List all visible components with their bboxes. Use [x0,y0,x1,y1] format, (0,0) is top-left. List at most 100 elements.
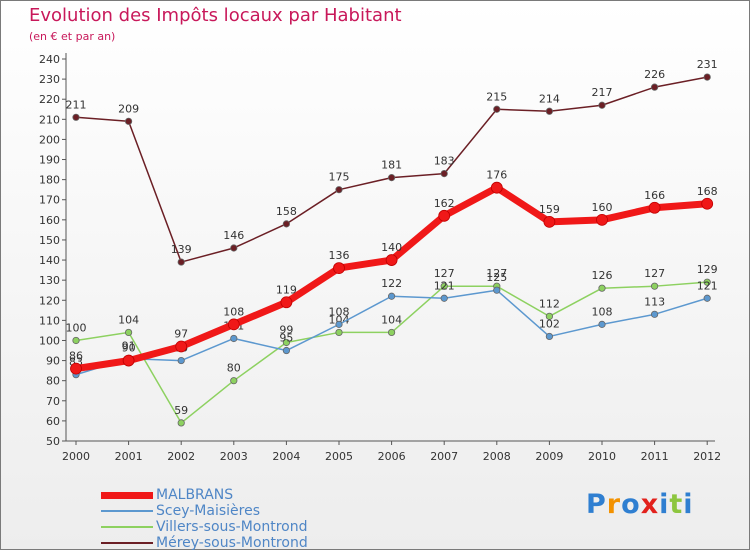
x-tick-label: 2000 [62,450,90,463]
data-point [387,174,396,182]
x-tick-label: 2005 [325,450,353,463]
data-point [72,336,80,345]
data-point [598,284,606,292]
data-point [230,244,238,252]
data-label: 159 [539,203,560,216]
y-tick-label: 140 [39,254,60,267]
y-tick-label: 180 [39,174,60,187]
legend-swatch [101,542,153,544]
data-point [703,278,711,286]
data-point [177,356,185,365]
data-label: 113 [644,295,665,308]
legend: MALBRANS Scey-Maisières Villers-sous-Montr… [101,487,361,551]
data-label: 215 [486,90,507,103]
logo-letter: o [621,489,641,520]
y-tick-label: 190 [39,154,60,167]
y-tick-label: 80 [46,375,60,388]
data-point [282,346,290,355]
y-tick-label: 90 [46,355,60,368]
data-label: 121 [434,279,455,292]
data-point [648,201,661,214]
data-point [385,254,398,266]
data-label: 136 [329,249,350,262]
x-tick-label: 2007 [430,450,458,463]
data-label: 121 [697,279,718,292]
logo-letter: t [669,489,684,520]
data-label: 122 [381,277,402,290]
data-point [230,377,238,385]
data-label: 176 [486,169,507,182]
data-label: 139 [171,243,192,256]
legend-swatch [101,491,153,499]
data-label: 112 [539,297,560,310]
x-tick-label: 2010 [588,450,616,463]
data-point [650,282,659,290]
data-point [335,320,343,328]
chart-subtitle: (en € et par an) [29,30,116,43]
proxiti-logo: Proxiti [586,489,694,520]
data-point [280,296,293,309]
y-tick-label: 70 [46,395,60,408]
logo-letter: r [606,489,622,520]
data-point [490,181,503,194]
data-point [701,197,714,210]
data-point [493,105,501,113]
data-label: 108 [223,305,244,318]
data-point [125,117,133,125]
data-label: 127 [486,267,507,280]
data-point [703,294,711,302]
data-point [125,328,133,337]
y-tick-label: 230 [39,73,60,86]
data-point [335,186,343,194]
x-tick-label: 2012 [693,450,721,463]
data-point [227,318,240,331]
data-point [545,332,554,341]
data-label: 160 [592,201,613,214]
data-label: 86 [69,350,83,363]
data-label: 166 [644,189,665,202]
legend-label: MALBRANS [156,487,234,503]
y-tick-label: 170 [39,194,60,207]
data-point [335,328,343,337]
data-label: 168 [697,185,718,198]
x-tick-label: 2011 [641,450,669,463]
data-point [598,101,606,109]
legend-label: Villers-sous-Montrond [156,519,308,535]
data-label: 126 [592,269,613,282]
data-point [703,73,711,81]
y-tick-label: 240 [39,53,60,66]
data-point [596,213,608,226]
data-label: 146 [223,229,244,242]
data-label: 226 [644,68,665,81]
legend-label: Mérey-sous-Montrond [156,535,308,551]
data-label: 108 [592,305,613,318]
data-label: 97 [174,328,188,341]
chart-title: Evolution des Impôts locaux par Habitant [29,5,402,26]
data-label: 104 [118,313,139,326]
y-tick-label: 60 [46,415,60,428]
data-label: 100 [66,321,87,334]
data-label: 209 [118,102,139,115]
data-label: 217 [592,86,613,99]
data-point [387,328,396,337]
legend-swatch [101,526,153,528]
data-label: 127 [644,267,665,280]
legend-item: MALBRANS [101,487,361,503]
x-tick-label: 2006 [378,450,406,463]
data-point [333,262,345,274]
data-label: 99 [279,323,293,336]
y-tick-label: 130 [39,274,60,287]
data-label: 95 [279,332,293,345]
legend-item: Mérey-sous-Montrond [101,535,361,551]
y-tick-label: 100 [39,334,60,347]
legend-item: Villers-sous-Montrond [101,519,361,535]
data-point [72,113,80,121]
data-label: 162 [434,197,455,210]
logo-letter: i [683,489,694,520]
data-label: 181 [381,159,402,172]
data-point [440,294,448,302]
x-tick-label: 2004 [272,450,300,463]
logo-letter: x [640,489,660,520]
